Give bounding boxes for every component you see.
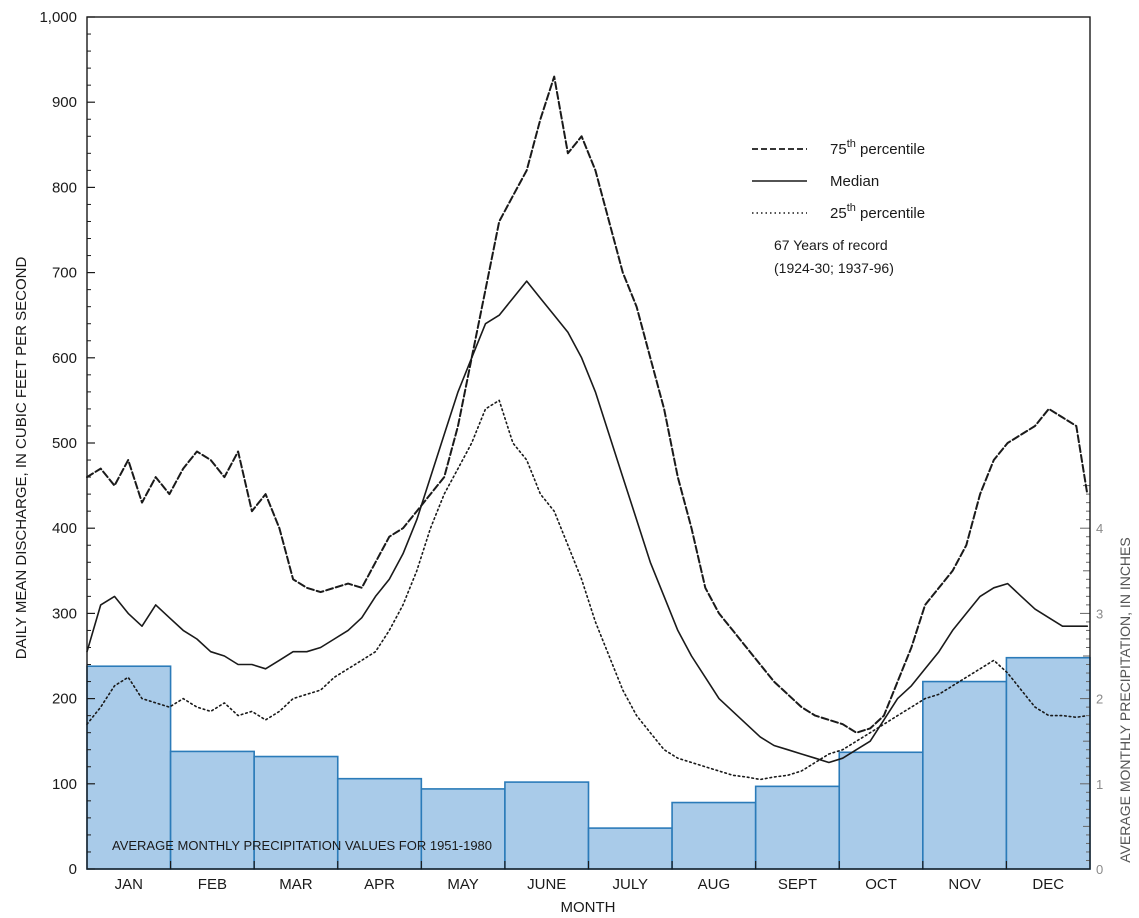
precip-tick-label: 1 bbox=[1096, 777, 1103, 792]
month-label-oct: OCT bbox=[865, 876, 897, 893]
y-axis-title: DAILY MEAN DISCHARGE, IN CUBIC FEET PER … bbox=[13, 257, 30, 660]
precip-bar-aug bbox=[671, 801, 757, 870]
series-line-25th-percentile bbox=[86, 399, 1089, 781]
precip-tick-label: 3 bbox=[1096, 606, 1103, 621]
month-label-jan: JAN bbox=[115, 876, 143, 893]
precip-bar-sept bbox=[754, 785, 841, 870]
precipitation-axis-title: AVERAGE MONTHLY PRECIPITATION, IN INCHES bbox=[1117, 537, 1133, 862]
legend-label-75th: 75th percentile bbox=[830, 138, 925, 158]
legend-label-25th: 25th percentile bbox=[830, 202, 925, 222]
precip-bar-july bbox=[587, 827, 673, 870]
record-note-line2: (1924-30; 1937-96) bbox=[774, 260, 894, 276]
discharge-series bbox=[86, 75, 1089, 781]
precip-tick-label: 4 bbox=[1096, 521, 1103, 536]
precip-bar-apr bbox=[336, 777, 423, 870]
precip-bar-nov bbox=[922, 680, 1008, 870]
precipitation-bars bbox=[86, 656, 1091, 870]
precip-tick-label: 2 bbox=[1096, 692, 1103, 707]
month-label-aug: AUG bbox=[698, 876, 731, 893]
month-label-june: JUNE bbox=[527, 876, 566, 893]
y-tick-label: 500 bbox=[52, 435, 77, 452]
month-label-may: MAY bbox=[447, 876, 478, 893]
y-tick-label: 600 bbox=[52, 350, 77, 367]
legend: 75th percentile Median 25th percentile 6… bbox=[752, 138, 925, 276]
y-tick-label: 700 bbox=[52, 265, 77, 282]
x-axis-title: MONTH bbox=[561, 899, 616, 916]
month-label-feb: FEB bbox=[198, 876, 227, 893]
month-label-dec: DEC bbox=[1032, 876, 1064, 893]
month-label-nov: NOV bbox=[948, 876, 981, 893]
y-tick-label: 400 bbox=[52, 520, 77, 537]
series-line-median bbox=[86, 280, 1089, 764]
month-label-sept: SEPT bbox=[778, 876, 817, 893]
y-tick-label: 300 bbox=[52, 605, 77, 622]
y-tick-label: 800 bbox=[52, 179, 77, 196]
precip-bar-mar bbox=[253, 755, 339, 870]
y-tick-label: 1,000 bbox=[39, 9, 77, 26]
y-tick-label: 100 bbox=[52, 776, 77, 793]
precip-bar-feb bbox=[169, 750, 255, 870]
precip-bar-may bbox=[420, 788, 506, 870]
precip-bar-june bbox=[504, 781, 590, 870]
y-tick-label: 900 bbox=[52, 94, 77, 111]
month-label-apr: APR bbox=[364, 876, 395, 893]
precip-bar-dec bbox=[1005, 656, 1091, 870]
month-label-mar: MAR bbox=[279, 876, 313, 893]
precip-bar-jan bbox=[86, 665, 172, 870]
month-label-july: JULY bbox=[613, 876, 649, 893]
y-tick-label: 0 bbox=[69, 861, 77, 878]
plot-frame bbox=[86, 16, 1091, 870]
precip-bar-oct bbox=[838, 751, 924, 870]
precip-tick-label: 0 bbox=[1096, 862, 1103, 877]
precipitation-values-label: AVERAGE MONTHLY PRECIPITATION VALUES FOR… bbox=[112, 838, 492, 853]
legend-label-median: Median bbox=[830, 173, 879, 190]
y-tick-label: 200 bbox=[52, 691, 77, 708]
record-note-line1: 67 Years of record bbox=[774, 237, 888, 253]
month-x-axis: JAN FEB MAR APR MAY JUNE JULY AUG SEPT OCT NOV DEC bbox=[115, 861, 1064, 893]
series-line-75th-percentile bbox=[86, 75, 1089, 734]
